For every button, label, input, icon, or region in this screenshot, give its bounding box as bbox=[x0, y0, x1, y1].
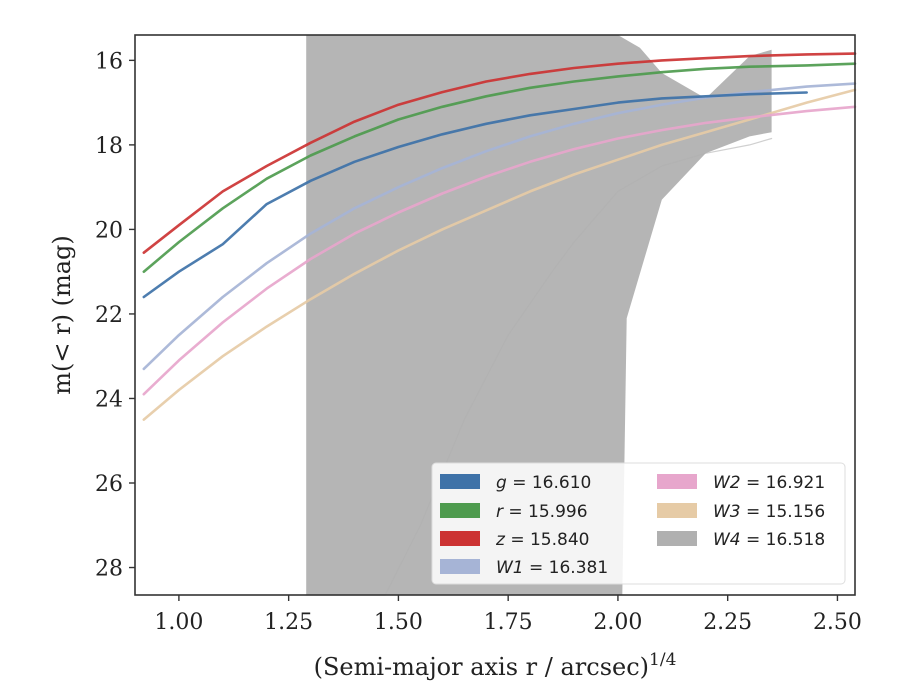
y-tick-label: 16 bbox=[95, 49, 123, 74]
y-axis: 16 18 20 22 24 26 28 bbox=[95, 49, 135, 582]
legend-swatch bbox=[440, 559, 480, 574]
x-tick-label: 1.25 bbox=[264, 610, 313, 635]
series-line-w4 bbox=[305, 137, 773, 596]
legend-value: = 16.381 bbox=[524, 558, 609, 578]
legend-value: = 16.518 bbox=[741, 530, 826, 550]
legend-box bbox=[431, 462, 846, 585]
legend-swatch bbox=[657, 474, 697, 489]
series-line-r bbox=[142, 62, 857, 274]
x-axis-label-superscript: 1/4 bbox=[649, 650, 676, 670]
plot-frame bbox=[134, 34, 856, 596]
x-tick-label: 2.00 bbox=[593, 610, 642, 635]
series-line-w3 bbox=[142, 88, 857, 421]
legend-symbol: W1 bbox=[496, 558, 524, 578]
legend-swatch bbox=[440, 503, 480, 518]
y-axis-label: m(< r) (mag) bbox=[48, 235, 76, 394]
band-layer bbox=[306, 35, 772, 595]
series-line-g bbox=[142, 91, 809, 299]
y-tick-label: 20 bbox=[95, 218, 123, 243]
legend-entry-r: r = 15.996 bbox=[496, 502, 588, 522]
x-tick-label: 1.50 bbox=[374, 610, 423, 635]
legend-entry-w2: W2 = 16.921 bbox=[713, 473, 825, 493]
legend-symbol: g bbox=[496, 473, 507, 493]
w4-uncertainty-band bbox=[306, 35, 772, 595]
x-tick-label: 2.50 bbox=[813, 610, 862, 635]
legend-value: = 15.840 bbox=[505, 530, 590, 550]
x-tick-label: 2.25 bbox=[703, 610, 752, 635]
y-tick-label: 26 bbox=[95, 472, 123, 497]
x-tick-label: 1.75 bbox=[484, 610, 533, 635]
legend-symbol: r bbox=[496, 502, 504, 522]
x-tick-label: 1.00 bbox=[154, 610, 203, 635]
legend-entry-w1: W1 = 16.381 bbox=[496, 558, 608, 578]
legend-symbol: z bbox=[495, 530, 506, 550]
legend-value: = 16.610 bbox=[507, 473, 592, 493]
y-tick-label: 24 bbox=[95, 387, 123, 412]
legend-value: = 15.156 bbox=[741, 502, 826, 522]
legend-swatch bbox=[440, 474, 480, 489]
legend-value: = 15.996 bbox=[503, 502, 588, 522]
legend-entry-g: g = 16.610 bbox=[496, 473, 591, 493]
x-axis: 1.00 1.25 1.50 1.75 2.00 2.25 2.50 bbox=[154, 595, 862, 635]
legend-swatch bbox=[657, 503, 697, 518]
legend-entry-w4: W4 = 16.518 bbox=[713, 530, 825, 550]
y-tick-label: 18 bbox=[95, 134, 123, 159]
legend-swatch bbox=[440, 531, 480, 546]
x-axis-label: (Semi-major axis r / arcsec)1/4 bbox=[314, 650, 677, 681]
y-tick-label: 28 bbox=[95, 557, 123, 582]
y-tick-label: 22 bbox=[95, 303, 123, 328]
legend-entry-z: z = 15.840 bbox=[495, 530, 589, 550]
y-axis-label-text: m(< r) (mag) bbox=[48, 235, 76, 394]
series-line-z bbox=[142, 52, 857, 254]
legend-symbol: W2 bbox=[713, 473, 741, 493]
legend-value: = 16.921 bbox=[741, 473, 826, 493]
legend-symbol: W4 bbox=[713, 530, 741, 550]
legend-symbol: W3 bbox=[713, 502, 741, 522]
x-axis-label-text: (Semi-major axis r / arcsec) bbox=[314, 653, 649, 681]
legend-entry-w3: W3 = 15.156 bbox=[713, 502, 825, 522]
series-layer bbox=[142, 52, 857, 596]
legend-swatch bbox=[657, 531, 697, 546]
series-line-w2 bbox=[142, 105, 857, 396]
